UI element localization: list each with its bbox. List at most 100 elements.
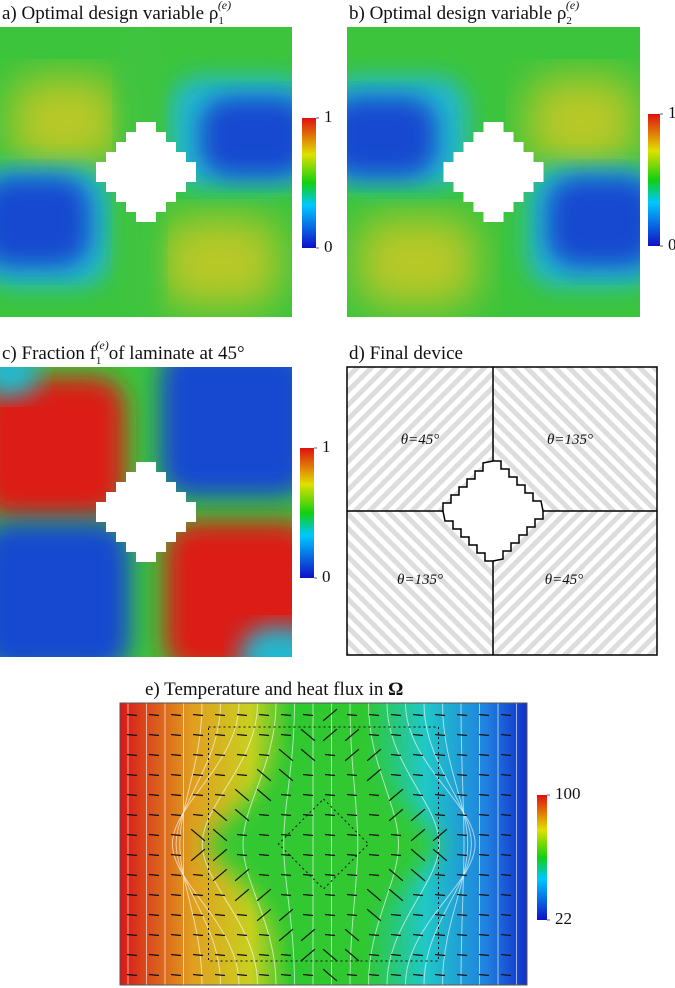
title-text: a) Optimal design variable ρ [2, 3, 218, 24]
title-text: e) Temperature and heat flux in [145, 679, 384, 700]
flux-arrow [192, 793, 204, 797]
flux-arrow [412, 753, 424, 757]
flux-arrow [344, 948, 360, 962]
flux-arrow [390, 973, 402, 977]
flux-arrow [258, 953, 270, 957]
isotherm [442, 703, 469, 985]
flux-arrow [170, 733, 182, 737]
flux-arrow [346, 833, 358, 837]
flux-arrow [300, 948, 316, 962]
flux-arrow [302, 853, 314, 857]
heatmap [347, 27, 640, 317]
flux-arrow [126, 793, 138, 797]
flux-arrow [434, 893, 446, 897]
flux-arrow [256, 888, 272, 902]
colorbar [648, 114, 660, 246]
flux-arrow [478, 893, 490, 897]
flux-arrow [256, 908, 272, 922]
flux-arrow [236, 913, 248, 917]
flux-arrow [280, 713, 292, 717]
flux-arrow [478, 813, 490, 817]
panel-title: b) Optimal design variable ρ2 (e) [349, 0, 579, 27]
flux-arrow [500, 953, 512, 957]
hole [96, 462, 196, 562]
flux-arrow [278, 768, 294, 782]
flux-arrow [412, 913, 424, 917]
flux-arrow [478, 953, 490, 957]
flux-arrow [212, 848, 228, 862]
flux-arrow [126, 773, 138, 777]
flux-arrow [344, 928, 360, 942]
flux-arrow [500, 793, 512, 797]
flux-arrow [366, 908, 382, 922]
flux-arrow [368, 953, 380, 957]
flux-arrow [148, 733, 160, 737]
flux-arrow [192, 953, 204, 957]
flux-arrow [368, 933, 380, 937]
field-region [527, 77, 637, 167]
isotherm [423, 703, 472, 985]
flux-arrow [500, 913, 512, 917]
field-region [0, 522, 130, 657]
flux-arrow [126, 713, 138, 717]
flux-arrow [302, 713, 314, 717]
flux-arrow [190, 828, 206, 842]
flux-arrow [368, 973, 380, 977]
flux-arrow [500, 773, 512, 777]
flux-arrow [412, 713, 424, 717]
title-sup: (e) [95, 338, 108, 352]
title-sup: (e) [566, 0, 579, 12]
flux-arrow [192, 733, 204, 737]
flux-arrow [456, 733, 468, 737]
flux-arrow [278, 928, 294, 942]
flux-arrow [346, 713, 358, 717]
field-region [240, 627, 292, 657]
field-region [0, 177, 90, 267]
flux-arrow [410, 808, 426, 822]
frame [346, 366, 658, 656]
flux-arrow [432, 828, 448, 842]
flux-arrow [368, 833, 380, 837]
panel-title: d) Final device [349, 343, 463, 364]
flux-arrow [258, 713, 270, 717]
flux-arrow [256, 788, 272, 802]
field-region [165, 522, 292, 657]
flux-arrow [434, 933, 446, 937]
flux-arrow [368, 713, 380, 717]
flux-arrow [434, 793, 446, 797]
isotherm [283, 703, 295, 985]
flux-arrow [390, 833, 402, 837]
flux-arrow [434, 813, 446, 817]
flux-arrow [500, 813, 512, 817]
flux-arrow [214, 773, 226, 777]
flux-arrow [214, 953, 226, 957]
flux-arrow [390, 933, 402, 937]
flux-arrow [366, 768, 382, 782]
field-region [547, 177, 640, 267]
flux-arrow [148, 713, 160, 717]
flux-arrow [324, 753, 336, 757]
flux-arrow [478, 873, 490, 877]
flux-arrow [126, 933, 138, 937]
angle-label: θ=135° [547, 432, 593, 448]
flux-arrow [324, 793, 336, 797]
flux-arrow [148, 873, 160, 877]
flux-arrow [148, 953, 160, 957]
flux-arrow [192, 913, 204, 917]
flux-arrow [434, 913, 446, 917]
flux-arrow [126, 973, 138, 977]
flux-arrow [478, 853, 490, 857]
flux-arrow [280, 893, 292, 897]
flux-arrow [368, 873, 380, 877]
flux-arrow [346, 793, 358, 797]
flux-arrow [278, 748, 294, 762]
flux-arrow [214, 893, 226, 897]
flux-arrow [478, 713, 490, 717]
title-sub: 1 [96, 355, 102, 367]
angle-label: θ=45° [401, 432, 440, 448]
flux-arrow [214, 753, 226, 757]
flux-arrow [478, 753, 490, 757]
field-region [347, 97, 437, 177]
flux-arrow [192, 813, 204, 817]
flux-arrow [434, 753, 446, 757]
